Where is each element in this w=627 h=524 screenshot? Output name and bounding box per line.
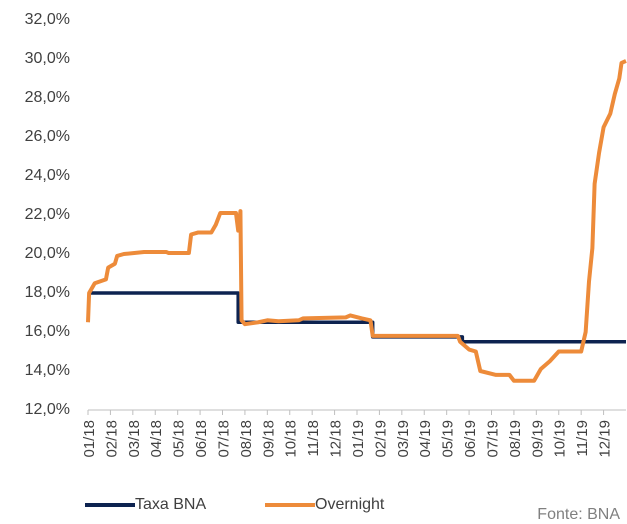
x-tick-label: 03/18 xyxy=(126,420,143,458)
x-tick-label: 06/19 xyxy=(462,420,479,458)
x-tick-label: 09/19 xyxy=(529,420,546,458)
x-tick-label: 07/18 xyxy=(215,420,232,458)
x-tick-label: 03/19 xyxy=(395,420,412,458)
source: Fonte: BNA xyxy=(537,506,620,523)
y-tick-label: 22,0% xyxy=(25,206,70,223)
y-tick-label: 30,0% xyxy=(25,50,70,67)
x-tick-label: 10/19 xyxy=(552,420,569,458)
x-tick-label: 10/18 xyxy=(283,420,300,458)
y-tick-label: 12,0% xyxy=(25,401,70,418)
x-tick-label: 04/18 xyxy=(148,420,165,458)
x-tick-label: 01/19 xyxy=(350,420,367,458)
x-tick-label: 02/18 xyxy=(103,420,120,458)
legend-label: Taxa BNA xyxy=(135,496,206,513)
x-tick-label: 08/18 xyxy=(238,420,255,458)
x-tick-label: 12/18 xyxy=(328,420,345,458)
x-tick-label: 09/18 xyxy=(260,420,277,458)
y-tick-label: 16,0% xyxy=(25,323,70,340)
x-tick-label: 01/18 xyxy=(81,420,98,458)
x-tick-label: 12/19 xyxy=(597,420,614,458)
y-tick-label: 20,0% xyxy=(25,245,70,262)
y-tick-label: 18,0% xyxy=(25,284,70,301)
y-tick-label: 26,0% xyxy=(25,128,70,145)
y-tick-label: 28,0% xyxy=(25,89,70,106)
x-tick-label: 05/19 xyxy=(440,420,457,458)
x-tick-label: 06/18 xyxy=(193,420,210,458)
y-tick-label: 24,0% xyxy=(25,167,70,184)
legend-label: Overnight xyxy=(315,496,385,513)
x-tick-label: 11/18 xyxy=(305,420,322,456)
x-tick-label: 11/19 xyxy=(574,420,591,456)
x-tick-label: 04/19 xyxy=(417,420,434,458)
y-tick-label: 32,0% xyxy=(25,11,70,28)
x-tick-label: 02/19 xyxy=(372,420,389,458)
x-tick-label: 07/19 xyxy=(484,420,501,458)
line xyxy=(86,59,627,383)
x-tick-label: 08/19 xyxy=(507,420,524,458)
x-tick-label: 05/18 xyxy=(171,420,188,458)
y-tick-label: 14,0% xyxy=(25,362,70,379)
